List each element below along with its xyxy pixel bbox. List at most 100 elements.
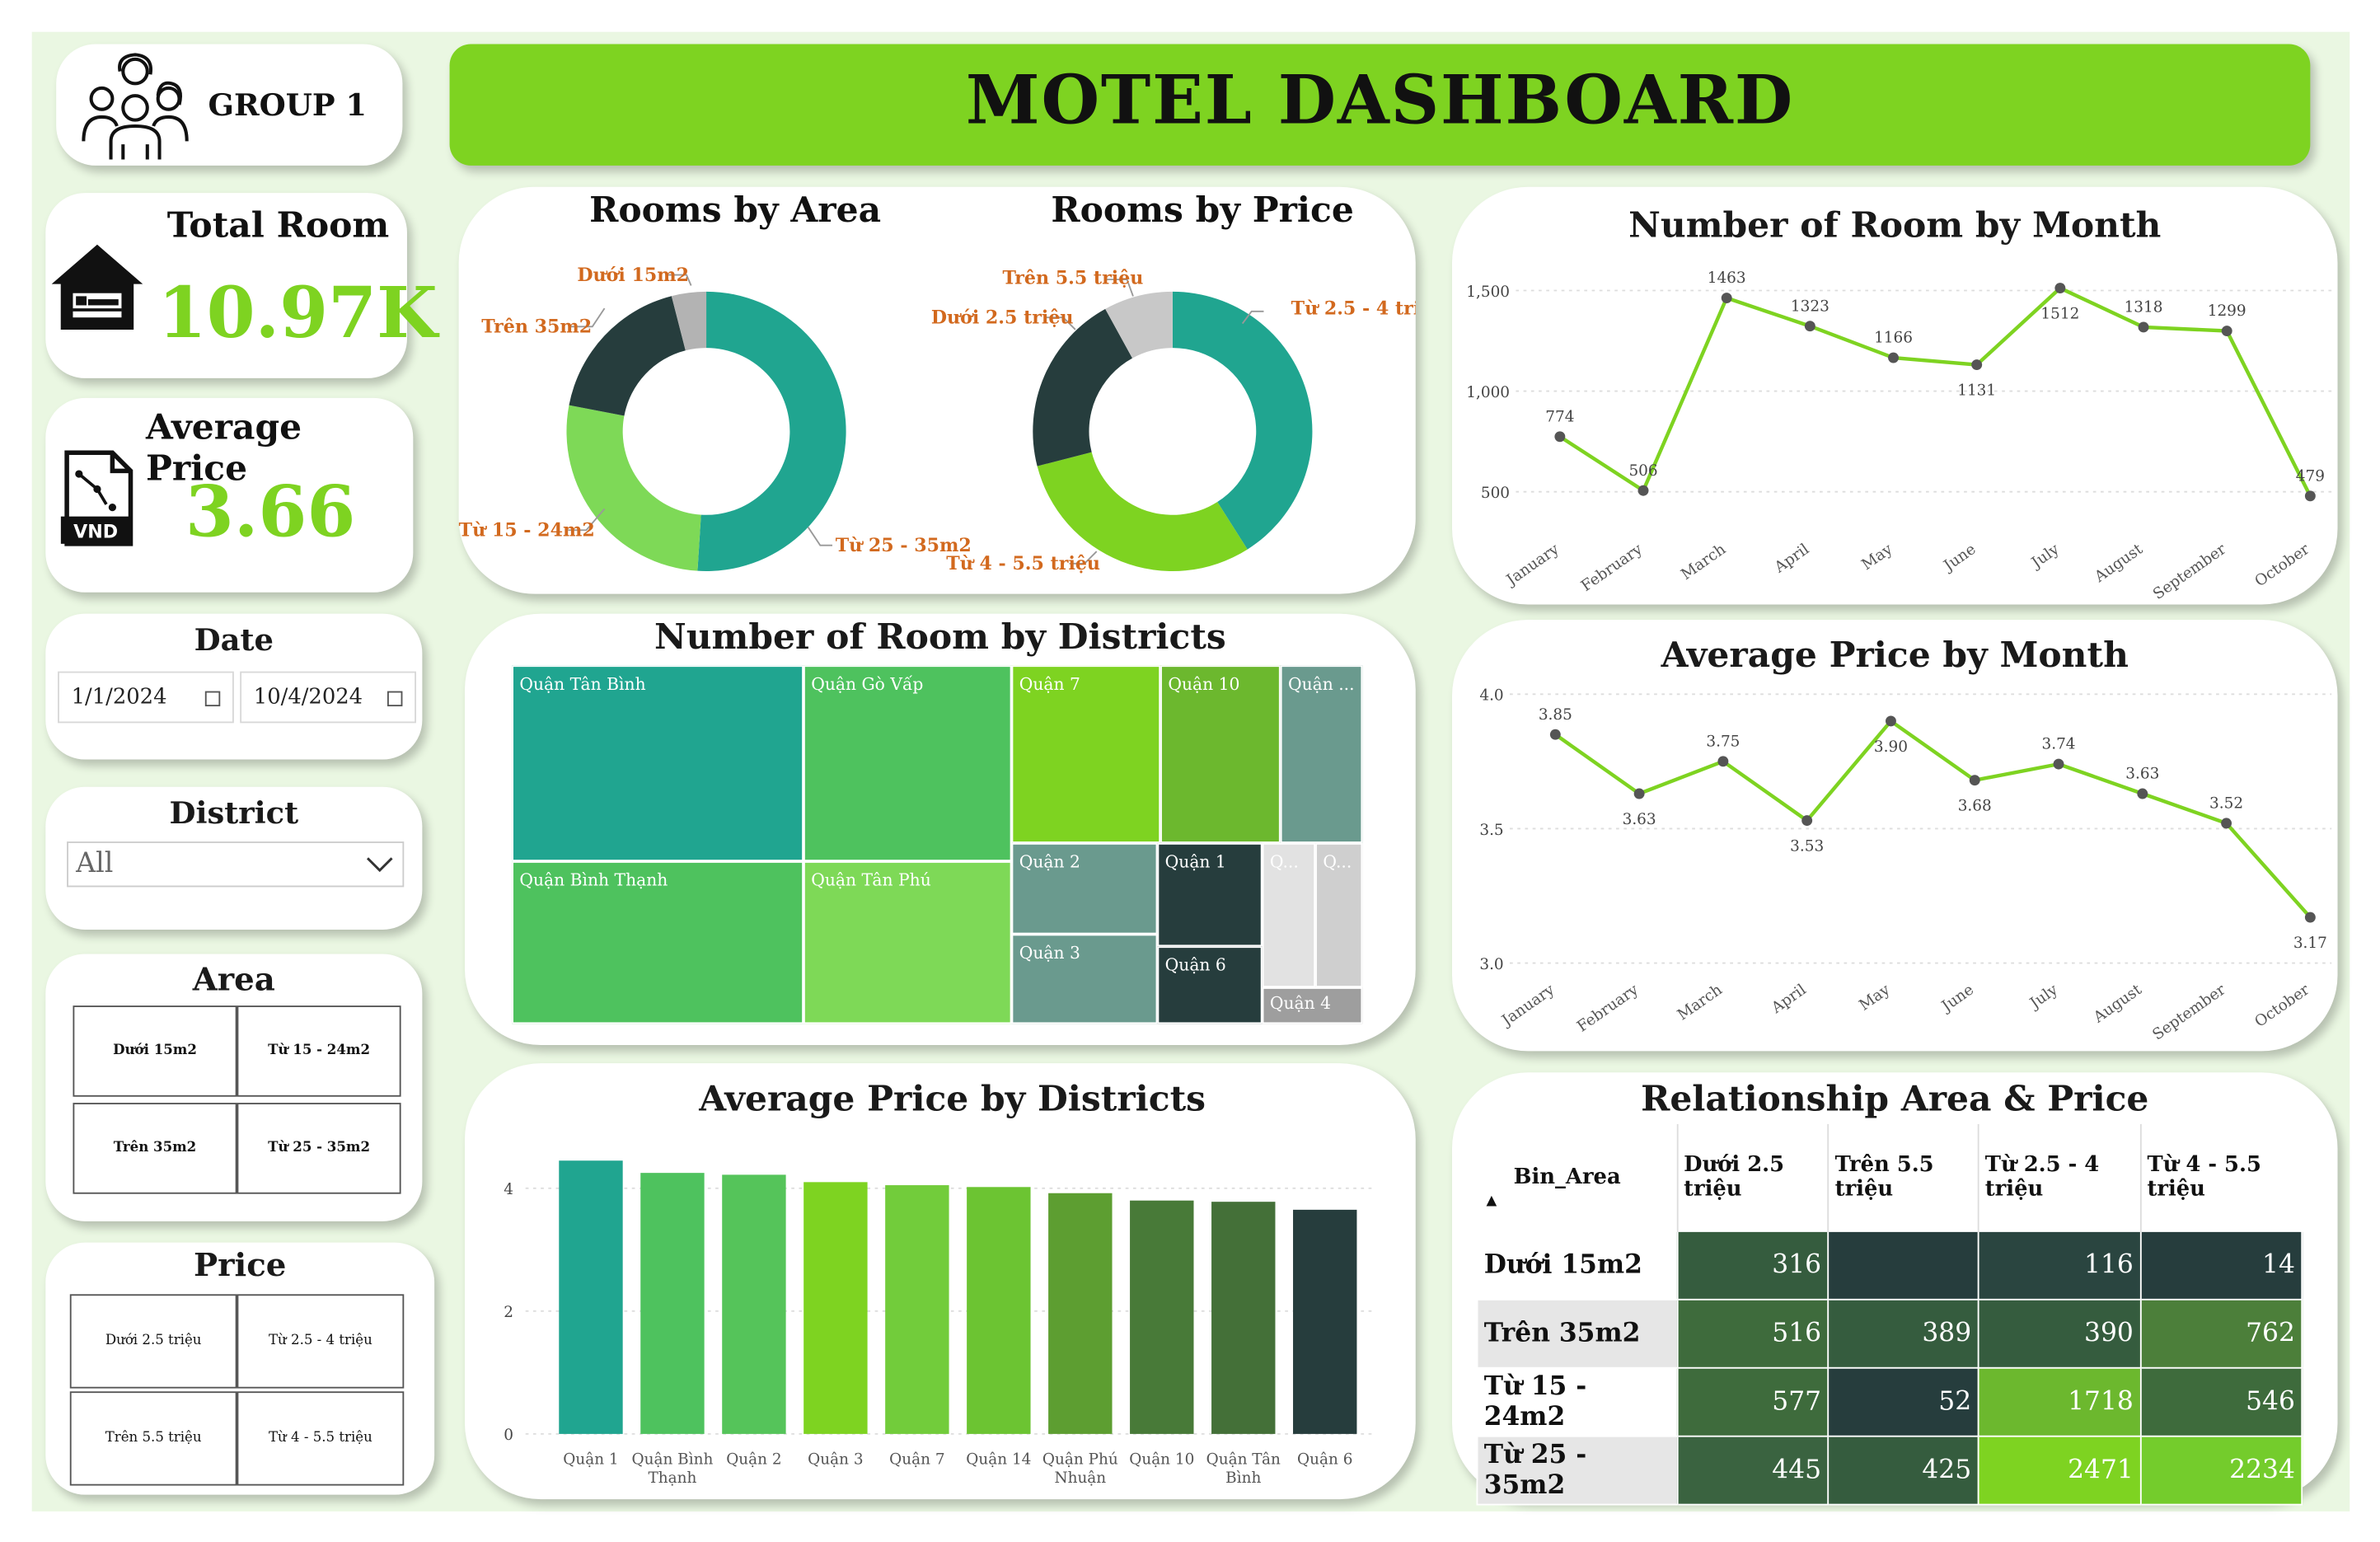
data-label: 1323 <box>1791 298 1830 315</box>
row-header: Từ 15 - 24m2 <box>1476 1366 1678 1437</box>
area-label-tu-15-24m2: Từ 15 - 24m2 <box>459 520 595 541</box>
price-option-tu-4-5-5[interactable]: Từ 4 - 5.5 triệu <box>237 1391 405 1486</box>
price-option-tu-2-5-4[interactable]: Từ 2.5 - 4 triệu <box>237 1294 405 1389</box>
start-date-value: 1/1/2024 <box>71 685 167 710</box>
data-label: 3.74 <box>2041 736 2075 753</box>
treemap-tile[interactable]: Quận 1 <box>1157 842 1263 947</box>
donut-slice <box>697 291 846 572</box>
data-point <box>2137 788 2148 799</box>
date-card: Date 1/1/2024 10/4/2024 <box>45 613 423 760</box>
y-tick-label: 4 <box>504 1181 513 1198</box>
treemap-tile[interactable]: Quận Tân Phú <box>803 861 1012 1024</box>
price-option-tren-5-5[interactable]: Trên 5.5 triệu <box>69 1391 237 1486</box>
treemap-tile[interactable]: Quận Bình Thạnh <box>512 861 803 1024</box>
y-tick-label: 2 <box>504 1304 513 1321</box>
treemap-tile[interactable]: Quận 3 <box>1011 934 1158 1024</box>
x-tick-label: Thạnh <box>649 1469 697 1487</box>
data-label: 3.53 <box>1790 837 1824 855</box>
x-tick-label: Quận Tân <box>1206 1451 1281 1469</box>
area-option-tu-15-24m2[interactable]: Từ 15 - 24m2 <box>237 1005 401 1097</box>
x-tick-label: Quận 6 <box>1297 1451 1352 1469</box>
group-label: GROUP 1 <box>208 87 368 124</box>
rooms-by-price-donut <box>1033 291 1313 572</box>
data-label: 3.85 <box>1539 706 1572 724</box>
matrix-row: Từ 25 - 35m2 445 425 2471 2234 <box>1476 1435 2303 1506</box>
x-tick-label: May <box>1858 541 1896 574</box>
data-label: 506 <box>1628 462 1657 480</box>
data-point <box>2054 283 2066 294</box>
start-date-input[interactable]: 1/1/2024 <box>58 671 234 724</box>
data-point <box>1801 815 1813 827</box>
rooms-by-price-title: Rooms by Price <box>1051 190 1354 232</box>
data-point <box>1888 352 1899 363</box>
treemap-tile[interactable]: Q... <box>1262 842 1316 988</box>
donut-slice <box>1033 308 1133 466</box>
price-option-duoi-2-5[interactable]: Dưới 2.5 triệu <box>69 1294 237 1389</box>
district-dropdown[interactable]: All <box>67 841 405 888</box>
bin-area-header[interactable]: Bin_Area ▲ <box>1477 1123 1678 1231</box>
column-header[interactable]: Trên 5.5 triệu <box>1828 1123 1979 1231</box>
x-tick-label: Quận 2 <box>726 1451 781 1469</box>
area-option-duoi-15m2[interactable]: Dưới 15m2 <box>73 1005 237 1097</box>
data-point <box>2138 321 2149 333</box>
column-header[interactable]: Dưới 2.5 triệu <box>1676 1123 1830 1231</box>
end-date-input[interactable]: 10/4/2024 <box>240 671 417 724</box>
x-tick-label: June <box>1937 981 1977 1015</box>
treemap-tile[interactable]: Quận 4 <box>1262 987 1363 1024</box>
y-tick-label: 1,000 <box>1466 384 1510 401</box>
x-tick-label: August <box>2091 541 2146 587</box>
treemap-tile[interactable]: Quận 10 <box>1160 665 1281 843</box>
data-label: 3.63 <box>1623 811 1656 828</box>
data-point <box>1971 359 1983 371</box>
district-label: District <box>169 794 299 832</box>
district-card: District All <box>45 786 423 930</box>
treemap-tile[interactable]: Quận 6 <box>1157 946 1263 1024</box>
matrix-cell: 390 <box>1977 1298 2142 1369</box>
sort-ascending-icon[interactable]: ▲ <box>1486 1193 1497 1210</box>
treemap: Quận Tân Bình Quận Gò Vấp Quận 7 Quận 10… <box>512 665 1363 1024</box>
price-card: Price Dưới 2.5 triệu Từ 2.5 - 4 triệu Tr… <box>45 1242 435 1495</box>
area-option-tu-25-35m2[interactable]: Từ 25 - 35m2 <box>237 1103 401 1194</box>
x-tick-label: June <box>1939 541 1979 575</box>
x-tick-label: January <box>1497 981 1558 1030</box>
bar <box>1130 1200 1194 1434</box>
bar <box>967 1187 1031 1434</box>
district-selected: All <box>76 847 114 880</box>
x-tick-label: September <box>2150 541 2229 603</box>
bar <box>722 1174 786 1434</box>
y-tick-label: 3.5 <box>1479 822 1503 839</box>
calendar-icon[interactable] <box>387 691 403 707</box>
x-tick-label: September <box>2149 981 2228 1043</box>
matrix-cell: 1718 <box>1977 1366 2142 1437</box>
column-header[interactable]: Từ 2.5 - 4 triệu <box>1978 1123 2142 1231</box>
price-label-tren-5-5: Trên 5.5 triệu <box>1002 268 1143 289</box>
data-point <box>1637 485 1649 496</box>
data-label: 1318 <box>2125 299 2163 316</box>
treemap-tile[interactable]: Quận ... <box>1280 665 1363 843</box>
data-label: 479 <box>2296 467 2325 485</box>
treemap-tile[interactable]: Quận 2 <box>1011 842 1158 935</box>
calendar-icon[interactable] <box>204 691 221 707</box>
x-tick-label: Quận Phú <box>1042 1451 1118 1469</box>
treemap-tile[interactable]: Quận Tân Bình <box>512 665 803 862</box>
group-card: GROUP 1 <box>56 44 403 166</box>
data-label: 3.90 <box>1874 738 1908 756</box>
matrix-cell: 516 <box>1675 1298 1830 1369</box>
treemap-tile[interactable]: Quận 7 <box>1011 665 1161 843</box>
data-point <box>2304 912 2316 923</box>
date-label: Date <box>194 621 274 659</box>
treemap-tile[interactable]: Q... <box>1315 842 1363 988</box>
vnd-document-icon: VND <box>60 450 134 546</box>
column-header[interactable]: Từ 4 - 5.5 triệu <box>2147 1152 2261 1202</box>
area-option-tren-35m2[interactable]: Trên 35m2 <box>73 1103 237 1194</box>
y-tick-label: 1,500 <box>1466 284 1510 301</box>
data-label: 1512 <box>2040 305 2079 322</box>
bed-house-icon <box>51 244 143 330</box>
matrix-cell: 762 <box>2139 1298 2303 1369</box>
data-point <box>2221 326 2232 337</box>
chevron-down-icon[interactable] <box>366 855 393 874</box>
matrix-cell: 577 <box>1675 1366 1830 1437</box>
price-label: Price <box>193 1245 287 1284</box>
treemap-tile[interactable]: Quận Gò Vấp <box>803 665 1012 862</box>
